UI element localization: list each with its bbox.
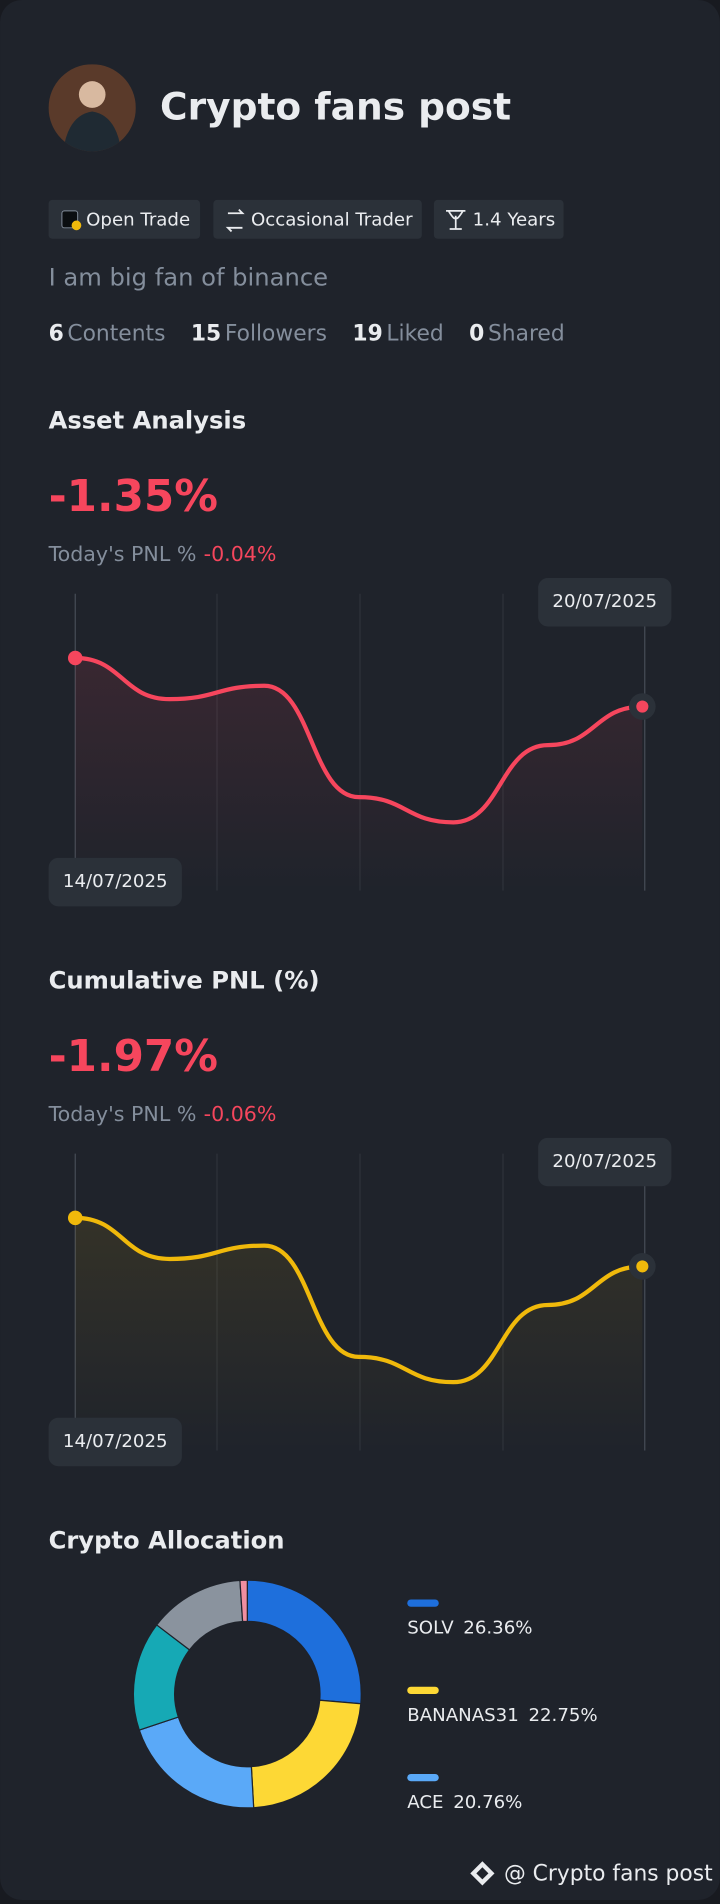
section-title: Asset Analysis — [49, 407, 247, 435]
legend-value: 26.36% — [463, 1618, 532, 1639]
legend-swatch — [407, 1686, 439, 1695]
tag-label: Open Trade — [86, 210, 190, 231]
stat-label: Shared — [488, 321, 565, 346]
line — [75, 1215, 643, 1385]
area — [75, 1217, 643, 1451]
footer-logo — [470, 1861, 495, 1886]
tag-label: Occasional Trader — [251, 210, 413, 231]
stat-label: Followers — [225, 321, 327, 346]
stat-value: 0 — [469, 321, 484, 346]
stat-label: Contents — [67, 321, 165, 346]
charts: Asset Analysis -1.35% Today's PNL % -0.04% 2… — [48, 407, 672, 1813]
footer-text: @ Crypto fans post — [504, 1862, 713, 1887]
tag — [433, 199, 564, 239]
point — [636, 1260, 649, 1273]
date-label: 14/07/2025 — [63, 1431, 168, 1452]
date-badge — [538, 1137, 672, 1187]
line — [75, 655, 643, 825]
date-label: 20/07/2025 — [552, 1151, 657, 1172]
headline: -1.97% — [49, 1032, 218, 1082]
section-title: Cumulative PNL (%) — [49, 967, 320, 995]
tag — [48, 199, 201, 239]
stat-value: 19 — [352, 321, 382, 346]
legend-value: 20.76% — [453, 1792, 522, 1813]
pie-slice — [239, 1579, 248, 1623]
legend-label: BANANAS31 — [407, 1705, 519, 1726]
point — [67, 650, 83, 666]
point — [636, 700, 649, 713]
stat-label: Liked — [386, 321, 443, 346]
area — [75, 658, 643, 891]
tag-icon — [225, 208, 245, 233]
avatar[interactable] — [48, 64, 136, 152]
section-title: Crypto Allocation — [49, 1526, 285, 1554]
tag-icon — [71, 220, 82, 231]
legend-swatch — [407, 1773, 439, 1782]
date-badge — [48, 857, 182, 907]
profile-name: Crypto fans post — [160, 85, 511, 129]
legend-value: 22.75% — [528, 1705, 597, 1726]
pie-slice — [246, 1579, 362, 1705]
stats: 6 Contents 15 Followers 19 Liked 0 Shared — [49, 321, 565, 346]
subtitle-value: -0.04% — [204, 542, 277, 566]
point — [67, 1210, 83, 1226]
legend-label: SOLV — [407, 1618, 454, 1639]
date-label: 20/07/2025 — [552, 591, 657, 612]
tag-label: 1.4 Years — [473, 210, 556, 231]
legend-swatch — [407, 1599, 439, 1607]
headline: -1.35% — [49, 472, 218, 522]
bio: I am big fan of binance — [49, 264, 328, 292]
tag — [213, 199, 422, 239]
stat-value: 6 — [49, 321, 64, 346]
date-badge — [538, 577, 672, 627]
stat-value: 15 — [191, 321, 221, 346]
subtitle-value: -0.06% — [204, 1102, 277, 1126]
date-badge — [48, 1417, 182, 1467]
tag-icon — [446, 209, 466, 230]
subtitle: Today's PNL % — [48, 1102, 197, 1126]
subtitle: Today's PNL % — [48, 542, 197, 566]
date-label: 14/07/2025 — [63, 871, 168, 892]
legend-label: ACE — [407, 1792, 443, 1813]
